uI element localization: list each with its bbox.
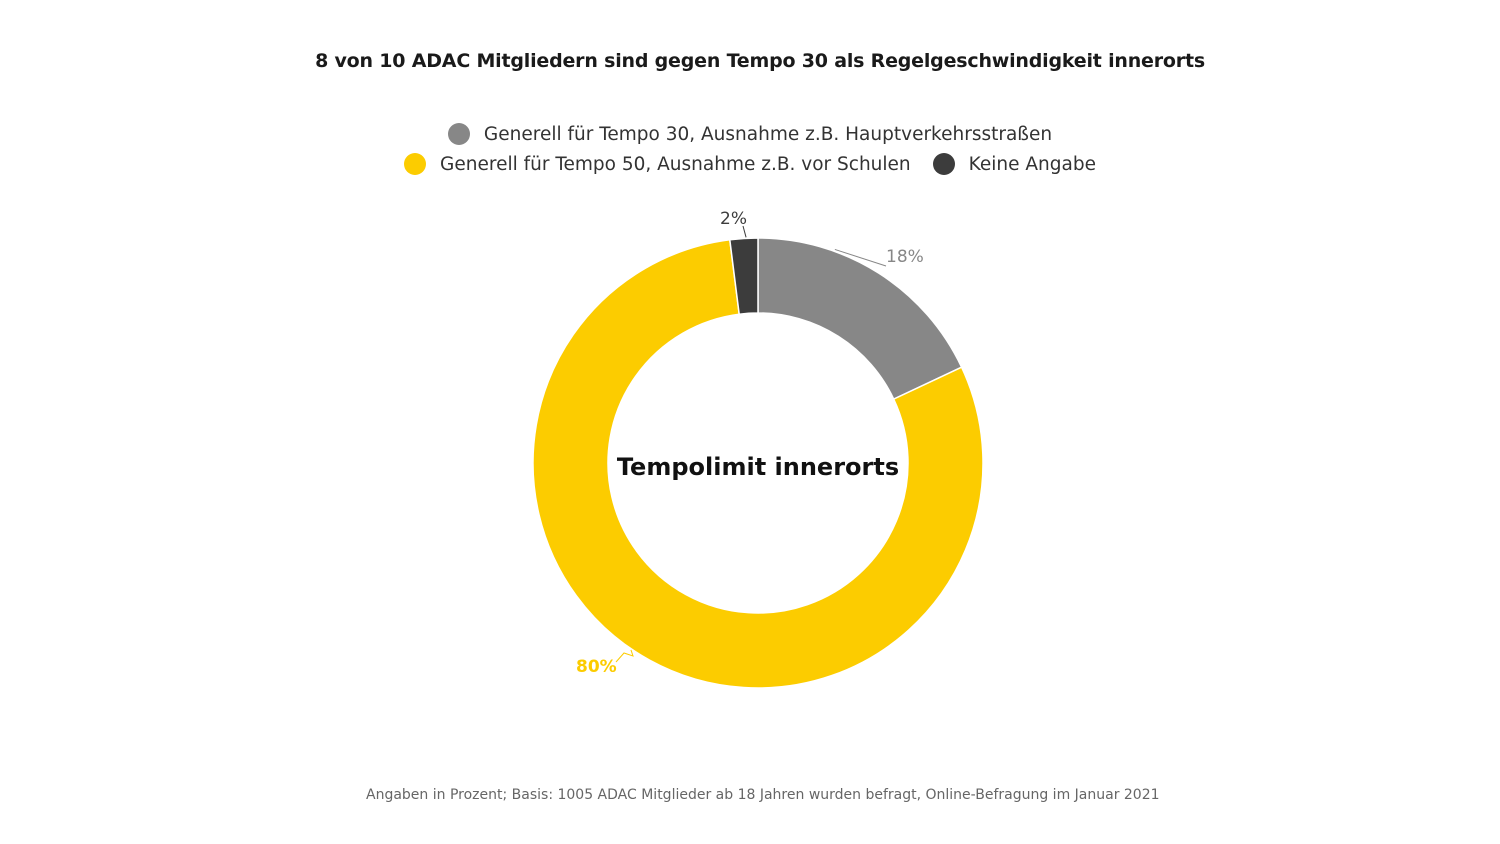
legend-swatch-tempo50 [404,153,427,175]
donut-slices [532,237,984,689]
legend-label-keine-angabe: Keine Angabe [968,153,1096,175]
center-label: Tempolimit innerorts [617,453,899,481]
legend-swatch-tempo30 [447,123,470,145]
leader-line-tempo30 [834,248,887,267]
data-label-tempo50: 80% [576,657,617,677]
footnote: Angaben in Prozent; Basis: 1005 ADAC Mit… [366,787,1160,803]
legend-item-tempo50: Generell für Tempo 50, Ausnahme z.B. vor… [404,153,911,175]
donut-slice-tempo30 [757,237,963,401]
legend-item-keine-angabe: Keine Angabe [932,153,1096,175]
chart-title: 8 von 10 ADAC Mitgliedern sind gegen Tem… [315,50,1205,72]
legend-label-tempo50: Generell für Tempo 50, Ausnahme z.B. vor… [440,153,911,175]
legend-row-2: Generell für Tempo 50, Ausnahme z.B. vor… [0,153,1500,175]
data-label-tempo30: 18% [886,247,924,267]
leader-line-keine-angabe [742,225,747,238]
legend-label-tempo30: Generell für Tempo 30, Ausnahme z.B. Hau… [483,123,1053,145]
leader-line-tempo50 [615,649,634,663]
donut-slice-keine-angabe [728,237,759,316]
legend-item-tempo30: Generell für Tempo 30, Ausnahme z.B. Hau… [447,123,1053,145]
donut-slice-tempo50 [532,238,984,689]
data-label-keine-angabe: 2% [720,209,747,229]
legend-swatch-keine-angabe [932,153,955,175]
leader-lines [615,225,887,663]
legend-row-1: Generell für Tempo 30, Ausnahme z.B. Hau… [0,123,1500,145]
